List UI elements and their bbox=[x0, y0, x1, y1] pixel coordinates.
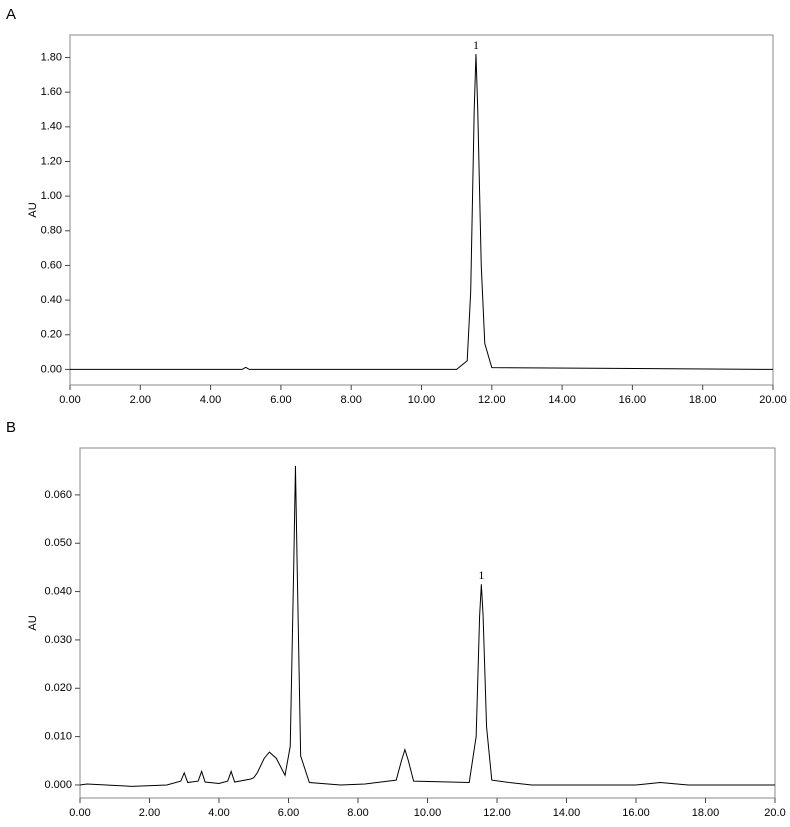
y-tick-label: 1.80 bbox=[41, 51, 62, 63]
y-axis-label: AU bbox=[27, 202, 39, 217]
y-tick-label: 0.020 bbox=[44, 682, 72, 694]
x-tick-label: 20.0 bbox=[764, 807, 785, 819]
x-tick-label: 16.00 bbox=[622, 807, 650, 819]
x-tick-label: 10.00 bbox=[414, 807, 442, 819]
x-tick-label: 2.00 bbox=[130, 394, 151, 406]
peak-label: 1 bbox=[473, 38, 479, 52]
y-tick-label: 0.80 bbox=[41, 225, 62, 237]
y-tick-label: 0.050 bbox=[44, 537, 72, 549]
x-tick-label: 8.00 bbox=[347, 807, 368, 819]
y-tick-label: 0.060 bbox=[44, 489, 72, 501]
y-tick-label: 1.40 bbox=[41, 121, 62, 133]
y-tick-label: 0.00 bbox=[41, 363, 62, 375]
y-tick-label: 0.010 bbox=[44, 731, 72, 743]
x-tick-label: 8.00 bbox=[340, 394, 361, 406]
x-tick-label: 10.00 bbox=[408, 394, 436, 406]
y-axis-label: AU bbox=[27, 615, 39, 630]
y-tick-label: 0.60 bbox=[41, 259, 62, 271]
y-tick-label: 0.030 bbox=[44, 634, 72, 646]
y-tick-label: 1.60 bbox=[41, 86, 62, 98]
x-tick-label: 6.00 bbox=[270, 394, 291, 406]
x-tick-label: 18.00 bbox=[692, 807, 720, 819]
x-tick-label: 16.00 bbox=[619, 394, 647, 406]
x-tick-label: 12.00 bbox=[478, 394, 506, 406]
x-tick-label: 20.00 bbox=[759, 394, 787, 406]
y-tick-label: 0.40 bbox=[41, 294, 62, 306]
panel-label: A bbox=[6, 6, 16, 23]
x-tick-label: 0.00 bbox=[69, 807, 90, 819]
x-tick-label: 4.00 bbox=[208, 807, 229, 819]
y-tick-label: 0.040 bbox=[44, 585, 72, 597]
x-tick-label: 0.00 bbox=[59, 394, 80, 406]
y-tick-label: 1.20 bbox=[41, 155, 62, 167]
plot-frame bbox=[69, 34, 774, 386]
peak-label: 1 bbox=[478, 568, 484, 582]
chromatogram-trace bbox=[70, 54, 774, 370]
x-tick-label: 6.00 bbox=[278, 807, 299, 819]
y-tick-label: 0.000 bbox=[44, 779, 72, 791]
x-tick-label: 18.00 bbox=[689, 394, 717, 406]
x-tick-label: 4.00 bbox=[200, 394, 221, 406]
x-tick-label: 14.00 bbox=[548, 394, 576, 406]
y-tick-label: 1.00 bbox=[41, 190, 62, 202]
chromatogram-trace bbox=[79, 465, 775, 787]
panel-label: B bbox=[6, 419, 16, 436]
x-tick-label: 12.00 bbox=[483, 807, 511, 819]
plot-frame bbox=[79, 447, 776, 799]
x-tick-label: 2.00 bbox=[139, 807, 160, 819]
x-tick-label: 14.00 bbox=[553, 807, 581, 819]
y-tick-label: 0.20 bbox=[41, 329, 62, 341]
